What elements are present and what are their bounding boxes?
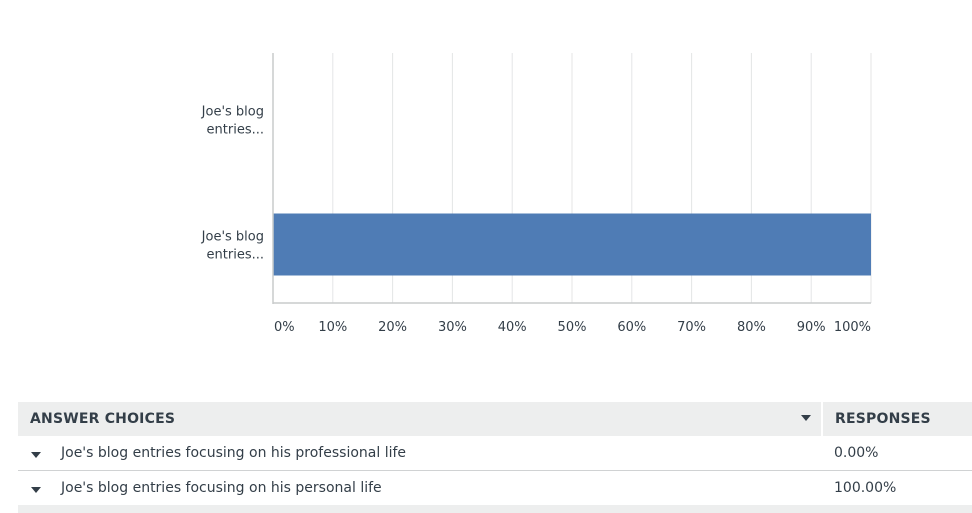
x-tick-label: 100%: [834, 320, 871, 335]
category-label-line: entries...: [207, 123, 264, 138]
x-tick-label: 60%: [617, 320, 646, 335]
header-divider: [821, 402, 823, 436]
x-tick-label: 30%: [438, 320, 467, 335]
bar: [273, 213, 871, 276]
table-footer: [18, 505, 972, 513]
x-tick-label: 70%: [677, 320, 706, 335]
table-row: Joe's blog entries focusing on his profe…: [18, 436, 972, 471]
category-label-line: Joe's blog: [201, 105, 264, 120]
category-label: Joe's blog entries...: [201, 105, 264, 138]
x-tick-label: 40%: [498, 320, 527, 335]
answer-choice-label: Joe's blog entries focusing on his perso…: [61, 480, 382, 496]
x-tick-label: 0%: [274, 320, 295, 335]
response-value: 0.00%: [834, 445, 879, 461]
x-tick-label: 20%: [378, 320, 407, 335]
table-row: Joe's blog entries focusing on his perso…: [18, 471, 972, 505]
sort-caret-icon[interactable]: [801, 415, 811, 421]
table-header: ANSWER CHOICES RESPONSES: [18, 402, 972, 436]
x-tick-label: 10%: [318, 320, 347, 335]
x-tick-label: 50%: [558, 320, 587, 335]
category-label-line: Joe's blog: [201, 230, 264, 245]
x-tick-label: 90%: [797, 320, 826, 335]
responses-header[interactable]: RESPONSES: [835, 411, 931, 427]
expand-caret-icon[interactable]: [31, 487, 41, 493]
bar-chart: Joe's blog entries... Joe's blog entries...…: [201, 53, 872, 335]
category-label: Joe's blog entries...: [201, 230, 264, 263]
response-value: 100.00%: [834, 480, 897, 496]
answer-choice-label: Joe's blog entries focusing on his profe…: [61, 445, 407, 461]
expand-caret-icon[interactable]: [31, 452, 41, 458]
answer-choices-header[interactable]: ANSWER CHOICES: [30, 411, 176, 427]
answer-table: ANSWER CHOICES RESPONSES Joe's blog entr…: [18, 402, 972, 513]
x-tick-label: 80%: [737, 320, 766, 335]
category-label-line: entries...: [207, 248, 264, 263]
